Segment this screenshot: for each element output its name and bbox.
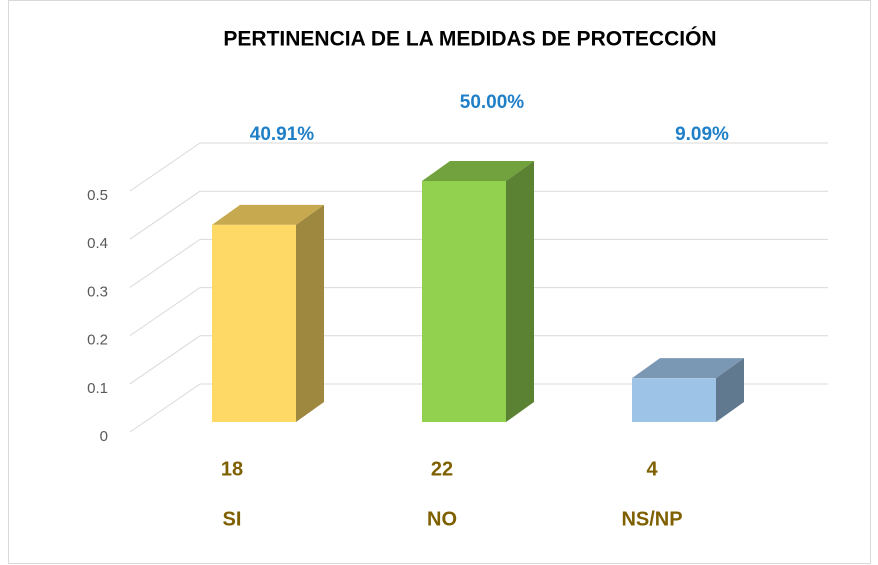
y-tick-label: 0.5 <box>87 187 108 204</box>
y-tick-label: 0.2 <box>87 332 108 349</box>
bar-side <box>506 161 534 422</box>
value-label: 9.09% <box>675 124 729 145</box>
count-label: 18 <box>221 458 243 480</box>
x-tick-label: NO <box>427 508 457 530</box>
y-tick-label: 0 <box>100 428 108 445</box>
grid-line <box>129 287 201 337</box>
value-label: 40.91% <box>250 124 315 145</box>
grid-line <box>129 383 201 433</box>
count-label: 4 <box>646 458 658 480</box>
y-tick-label: 0.3 <box>87 283 108 300</box>
value-label: 50.00% <box>460 92 525 113</box>
bar-top <box>212 204 324 225</box>
grid-line <box>129 238 201 288</box>
bar-side <box>716 358 744 422</box>
chart-title: PERTINENCIA DE LA MEDIDAS DE PROTECCIÓN <box>223 27 716 51</box>
x-tick-label: SI <box>223 508 242 530</box>
bar <box>212 224 296 422</box>
grid-line <box>129 190 201 240</box>
bar <box>422 181 506 422</box>
bar-top <box>632 358 744 379</box>
y-tick-label: 0.1 <box>87 380 108 397</box>
grid-line <box>129 142 201 192</box>
count-label: 22 <box>431 458 453 480</box>
bar <box>632 378 716 422</box>
bar-top <box>422 161 534 181</box>
grid-line <box>129 335 201 385</box>
bar-side <box>296 204 324 422</box>
y-tick-label: 0.4 <box>87 235 108 252</box>
x-tick-label: NS/NP <box>621 508 682 530</box>
